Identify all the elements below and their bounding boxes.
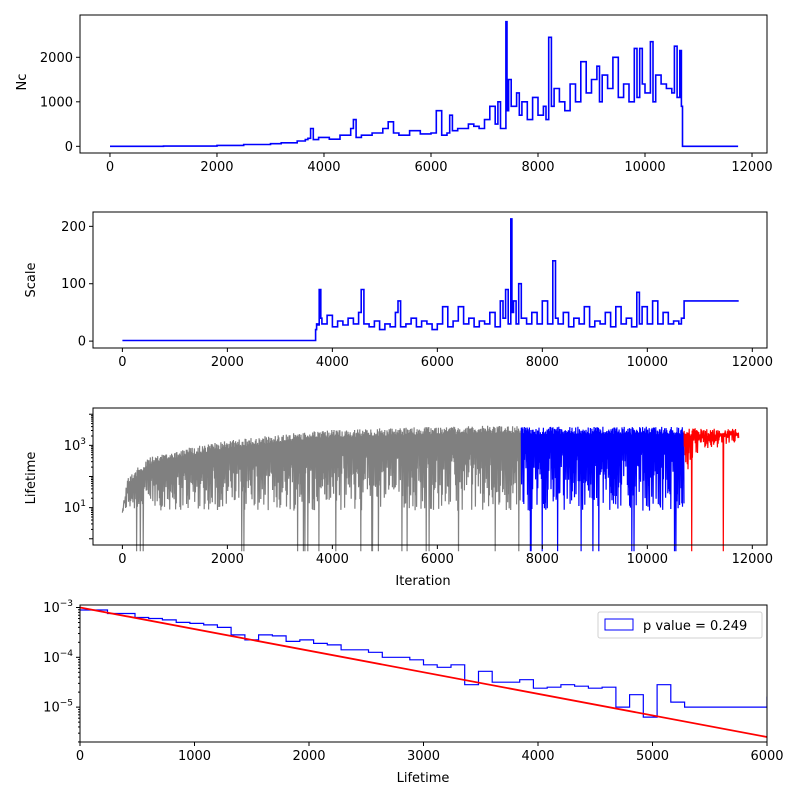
- y-tick-label-2: 103: [64, 437, 86, 454]
- x-tick-label-2: 0: [118, 552, 126, 567]
- x-tick-label-3: 2000: [292, 749, 325, 764]
- x-tick-label-3: 3000: [407, 749, 440, 764]
- legend-swatch: [604, 618, 634, 631]
- lifetime-trace-0: [121, 425, 522, 552]
- y-tick-exponent-3: −5: [60, 699, 73, 709]
- x-tick-label-0: 8000: [521, 160, 554, 175]
- x-tick-label-2: 10000: [627, 552, 668, 567]
- x-tick-label-1: 10000: [627, 355, 668, 370]
- x-tick-label-0: 12000: [731, 160, 772, 175]
- legend: p value = 0.249: [597, 611, 763, 639]
- y-tick-label-3: 10−4: [43, 649, 73, 666]
- lifetime-panel: 0 2000 4000 6000 8000 10000 12000 101 103 Lifeti…: [24, 407, 773, 589]
- axes-frame-0: [79, 14, 768, 154]
- iteration-xlabel: Iteration: [395, 574, 450, 589]
- y-tick-exponent-3: −4: [60, 649, 74, 659]
- x-tick-label-3: 0: [76, 749, 84, 764]
- x-tick-label-2: 4000: [316, 552, 349, 567]
- x-tick-label-1: 8000: [526, 355, 559, 370]
- axes-frame-1: [92, 211, 768, 349]
- x-tick-label-0: 2000: [200, 160, 233, 175]
- x-tick-label-3: 4000: [521, 749, 554, 764]
- lifetime-trace-2: [683, 428, 740, 552]
- x-tick-label-1: 12000: [732, 355, 773, 370]
- x-tick-label-3: 5000: [636, 749, 669, 764]
- histogram-panel: 0 1000 2000 3000 4000 5000 6000 10−3 10−4 10−5 Li…: [43, 599, 783, 786]
- lifetime-ylabel: Lifetime: [24, 452, 39, 505]
- x-tick-label-0: 0: [106, 160, 114, 175]
- legend-label: p value = 0.249: [643, 619, 747, 634]
- scale-ylabel: Scale: [24, 263, 39, 298]
- x-tick-label-0: 10000: [624, 160, 665, 175]
- x-tick-label-1: 4000: [316, 355, 349, 370]
- x-tick-label-2: 2000: [211, 552, 244, 567]
- series-line-1: [122, 218, 739, 342]
- y-tick-label-3: 10−5: [43, 699, 73, 716]
- y-tick-label-0: 0: [65, 140, 73, 155]
- y-tick-exponent-3: −3: [60, 599, 73, 609]
- series-line-0: [110, 20, 739, 148]
- y-tick-exponent-2: 3: [80, 437, 86, 447]
- x-tick-label-3: 1000: [178, 749, 211, 764]
- scale-plot-area: 0 2000 4000 6000 8000 10000 12000 0 100 200: [61, 211, 773, 370]
- histogram-step: [80, 609, 767, 718]
- lifetime-plot-area: 0 2000 4000 6000 8000 10000 12000 101 103: [64, 407, 773, 567]
- y-tick-label-1: 0: [78, 335, 86, 350]
- scale-panel: 0 2000 4000 6000 8000 10000 12000 0 100 200 Scale: [24, 211, 773, 370]
- nc-panel: 0 2000 4000 6000 8000 10000 12000 0 1000 2000 Nc: [15, 14, 773, 175]
- x-tick-label-2: 8000: [526, 552, 559, 567]
- legend-box: [597, 611, 763, 639]
- x-tick-label-3: 6000: [750, 749, 783, 764]
- nc-plot-area: 0 2000 4000 6000 8000 10000 12000 0 1000 2000: [40, 14, 773, 175]
- lifetime-trace-1: [520, 426, 685, 552]
- x-tick-label-0: 4000: [307, 160, 340, 175]
- y-tick-label-2: 101: [64, 499, 86, 516]
- nc-ylabel: Nc: [15, 74, 30, 91]
- histogram-clip-group: [80, 606, 767, 738]
- y-tick-label-0: 2000: [40, 51, 73, 66]
- y-tick-exponent-2: 1: [80, 499, 86, 509]
- x-tick-label-1: 2000: [211, 355, 244, 370]
- histogram-xlabel: Lifetime: [397, 771, 450, 786]
- y-tick-label-0: 1000: [40, 95, 73, 110]
- x-tick-label-2: 12000: [732, 552, 773, 567]
- x-tick-label-0: 6000: [414, 160, 447, 175]
- x-tick-label-1: 0: [118, 355, 126, 370]
- x-tick-label-2: 6000: [421, 552, 454, 567]
- y-tick-label-1: 200: [61, 220, 86, 235]
- y-tick-label-1: 100: [61, 277, 86, 292]
- fit-line: [80, 606, 767, 738]
- y-tick-label-3: 10−3: [43, 599, 73, 616]
- x-tick-label-1: 6000: [421, 355, 454, 370]
